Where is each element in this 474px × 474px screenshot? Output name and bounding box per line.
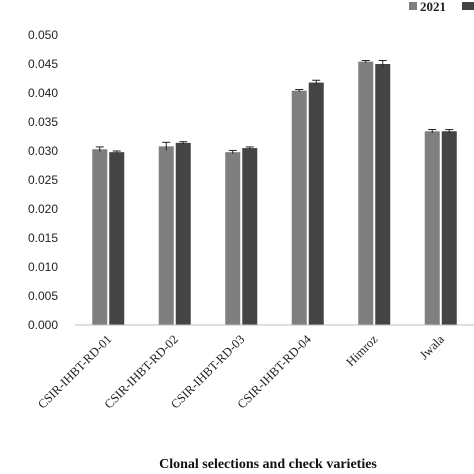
y-axis-ticks: 0.000 0.005 0.010 0.015 0.020 0.025 0.030 0.035…	[28, 28, 58, 332]
category-label: Himroz	[343, 332, 380, 369]
bar	[242, 148, 258, 325]
bar	[424, 131, 440, 325]
y-tick-label: 0.035	[28, 115, 58, 129]
category-labels: CSIR-IHBT-RD-01CSIR-IHBT-RD-02CSIR-IHBT-…	[35, 332, 447, 412]
category-label: CSIR-IHBT-RD-04	[235, 332, 315, 412]
bar	[441, 131, 457, 325]
legend-swatch-series-2	[462, 2, 474, 10]
bar	[291, 90, 307, 326]
bar	[358, 61, 374, 326]
y-tick-label: 0.010	[28, 260, 58, 274]
y-tick-label: 0.025	[28, 173, 58, 187]
legend-swatch-2021	[409, 2, 417, 10]
legend: 2021	[409, 0, 474, 14]
bar	[308, 82, 324, 325]
bar	[92, 149, 108, 325]
category-label: Jwala	[417, 332, 447, 362]
y-tick-label: 0.005	[28, 289, 58, 303]
bar	[109, 152, 125, 325]
x-axis-title: Clonal selections and check varieties	[159, 457, 377, 472]
y-tick-label: 0.000	[28, 318, 58, 332]
y-tick-label: 0.020	[28, 202, 58, 216]
bar	[225, 152, 241, 325]
legend-label-2021: 2021	[420, 0, 446, 14]
bars	[92, 60, 457, 326]
y-tick-label: 0.015	[28, 231, 58, 245]
y-tick-label: 0.040	[28, 86, 58, 100]
y-tick-label: 0.050	[28, 28, 58, 42]
bar	[158, 146, 174, 325]
y-tick-label: 0.030	[28, 144, 58, 158]
y-tick-label: 0.045	[28, 57, 58, 71]
bar	[175, 142, 191, 325]
bar	[375, 64, 391, 325]
